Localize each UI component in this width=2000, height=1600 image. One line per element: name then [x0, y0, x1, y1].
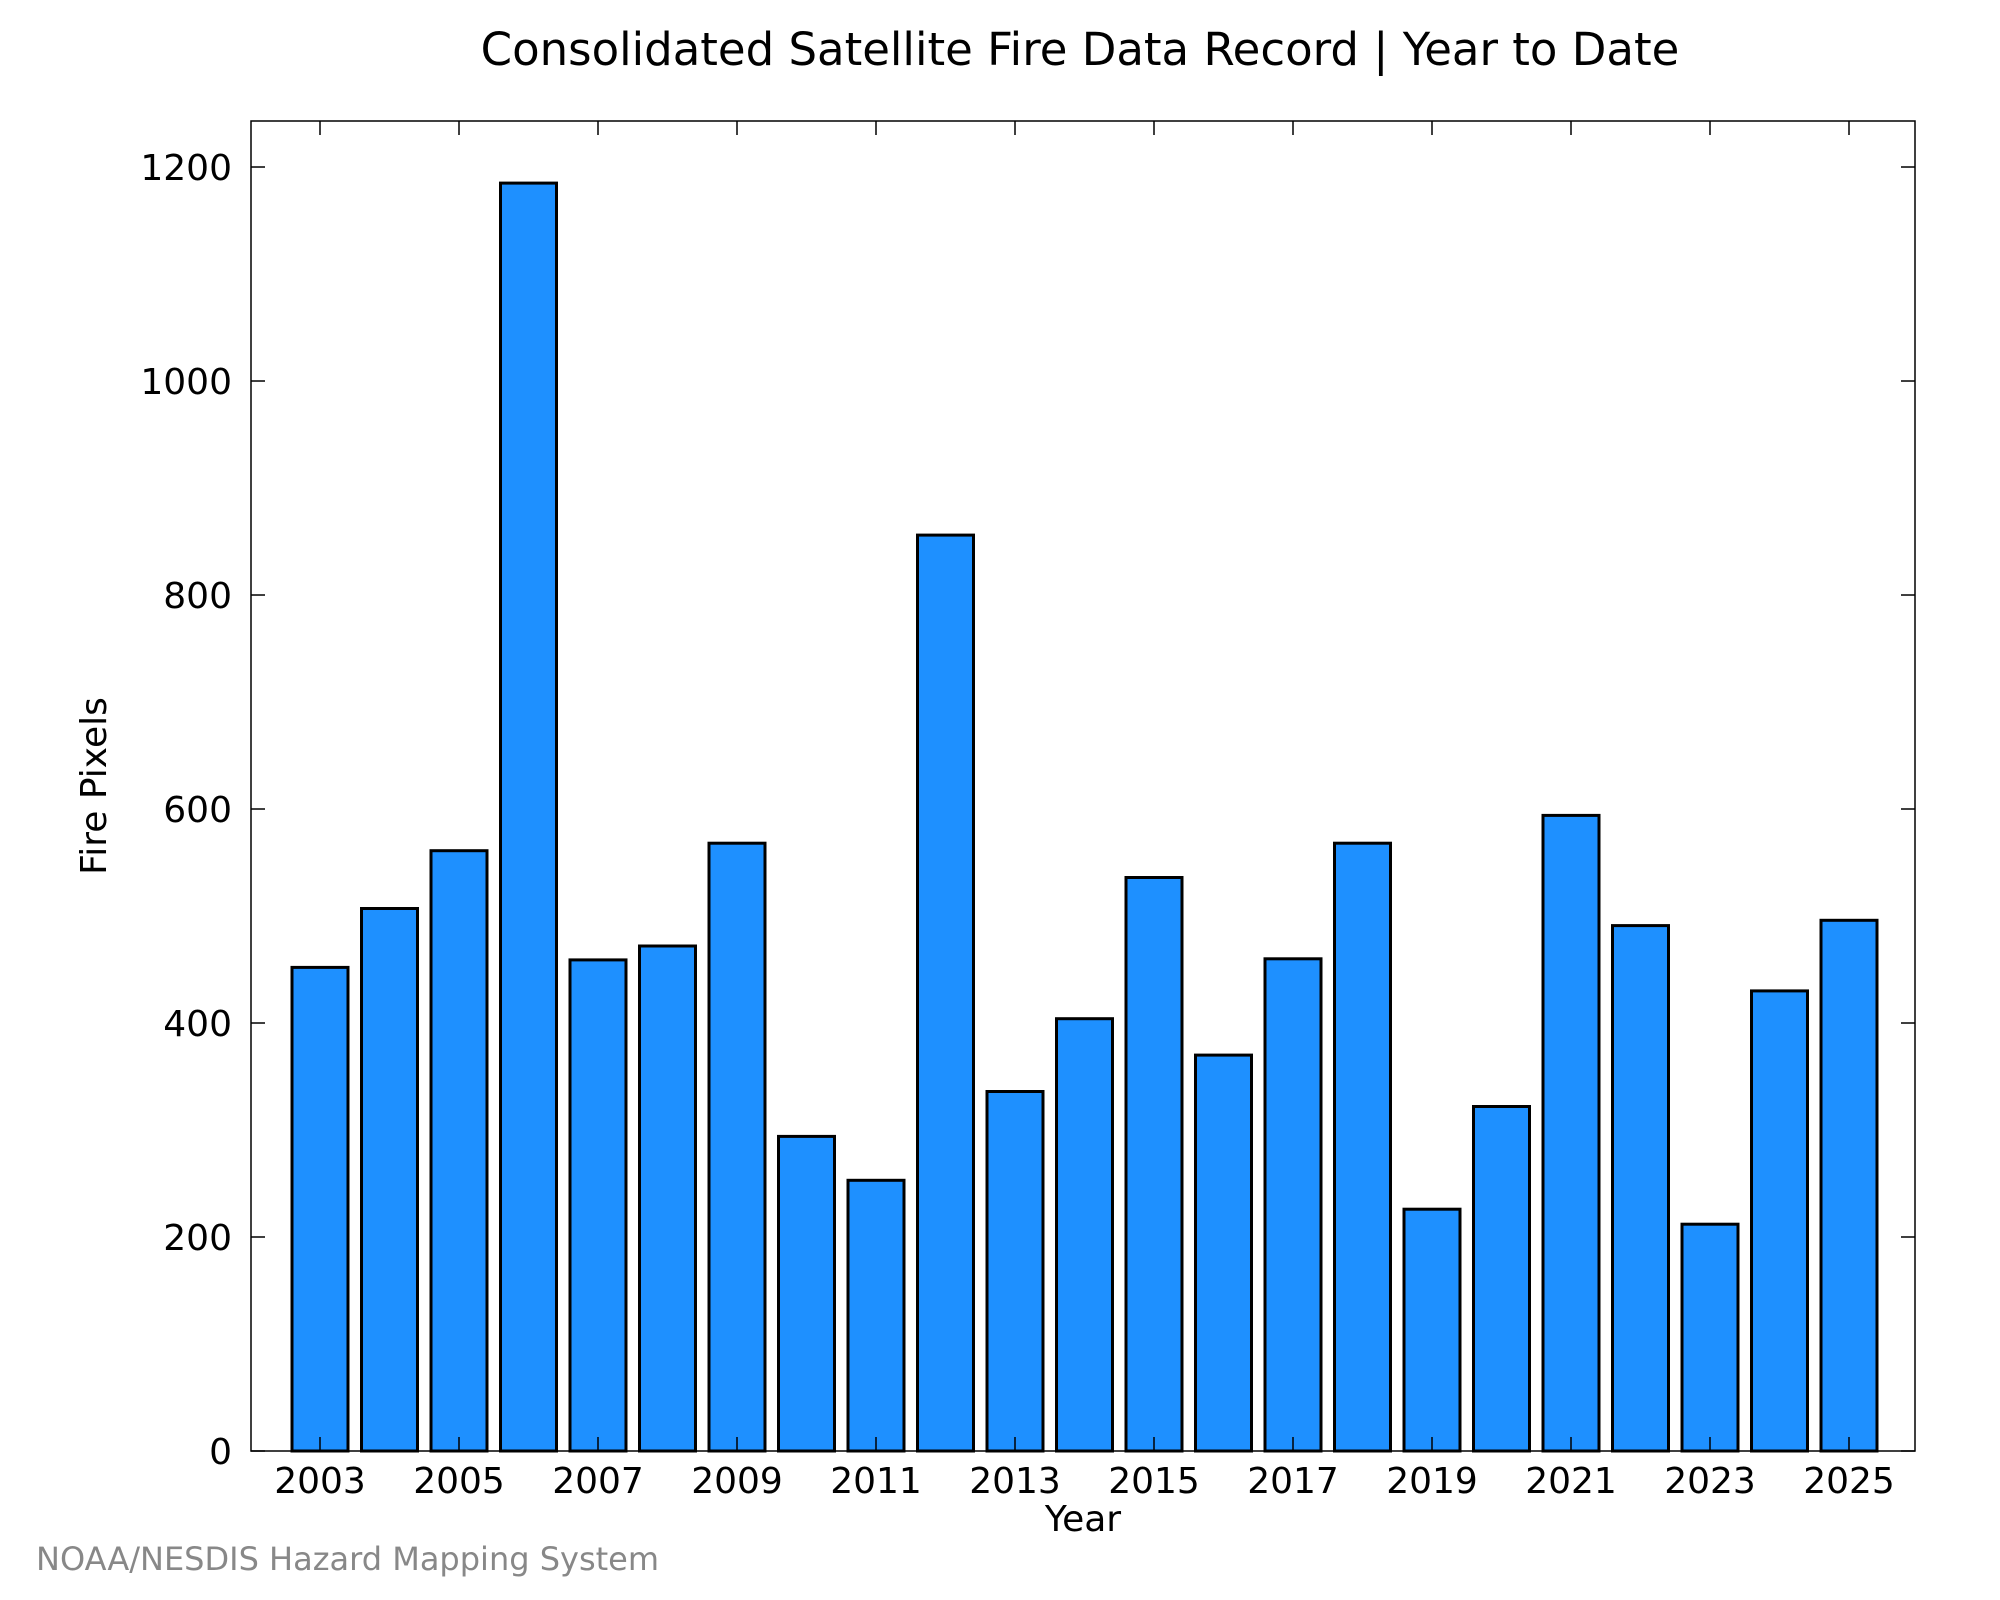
y-axis-title: Fire Pixels — [74, 697, 115, 875]
bar-2025 — [1819, 918, 1879, 1453]
bar-2022 — [1611, 924, 1670, 1453]
x-tick-label: 2019 — [1386, 1461, 1478, 1502]
bar-2008 — [638, 944, 697, 1453]
bar-2006 — [499, 181, 558, 1453]
y-tick-label: 1200 — [140, 148, 232, 189]
bar-2019 — [1402, 1207, 1462, 1453]
y-tick-label: 800 — [163, 576, 232, 617]
y-tick-label: 1000 — [140, 362, 232, 403]
bar-2013 — [985, 1090, 1045, 1453]
x-axis-title: Year — [1044, 1499, 1121, 1540]
x-tick-label: 2013 — [969, 1461, 1061, 1502]
bar-2004 — [360, 907, 419, 1453]
bar-2016 — [1194, 1053, 1253, 1453]
y-axis-ticks: 0 200 400 600 800 1000 1200 — [140, 148, 1915, 1473]
x-tick-label: 2015 — [1108, 1461, 1200, 1502]
bar-2015 — [1124, 876, 1184, 1453]
bars-group — [290, 181, 1879, 1453]
y-tick-label: 200 — [163, 1218, 232, 1259]
bar-2018 — [1333, 841, 1392, 1453]
chart-title: Consolidated Satellite Fire Data Record … — [481, 23, 1680, 76]
bar-2023 — [1680, 1222, 1740, 1453]
x-tick-label: 2003 — [274, 1461, 366, 1502]
x-axis-ticks: 2003 2005 2007 2009 2011 2013 2015 2017 2019 2021… — [274, 121, 1895, 1502]
bar-2007 — [568, 958, 628, 1453]
bar-2009 — [707, 841, 767, 1453]
bar-2012 — [916, 533, 975, 1453]
bar-2021 — [1541, 813, 1601, 1453]
bar-2024 — [1750, 989, 1809, 1453]
x-tick-label: 2023 — [1664, 1461, 1756, 1502]
bar-2014 — [1055, 1017, 1114, 1453]
y-tick-label: 0 — [209, 1432, 232, 1473]
x-tick-label: 2009 — [691, 1461, 783, 1502]
bar-2020 — [1472, 1105, 1531, 1453]
y-tick-label: 400 — [163, 1004, 232, 1045]
bar-2011 — [846, 1178, 906, 1453]
x-tick-label: 2025 — [1803, 1461, 1895, 1502]
x-tick-label: 2007 — [552, 1461, 644, 1502]
plot-frame — [250, 120, 1916, 1452]
y-tick-label: 600 — [163, 790, 232, 831]
bar-2017 — [1263, 957, 1323, 1453]
x-tick-label: 2005 — [413, 1461, 505, 1502]
bar-2010 — [777, 1134, 836, 1453]
bar-2005 — [429, 849, 489, 1453]
bar-2003 — [290, 965, 350, 1453]
credit-text: NOAA/NESDIS Hazard Mapping System — [36, 1540, 660, 1578]
x-tick-label: 2017 — [1247, 1461, 1339, 1502]
x-tick-label: 2011 — [830, 1461, 922, 1502]
x-tick-label: 2021 — [1525, 1461, 1617, 1502]
